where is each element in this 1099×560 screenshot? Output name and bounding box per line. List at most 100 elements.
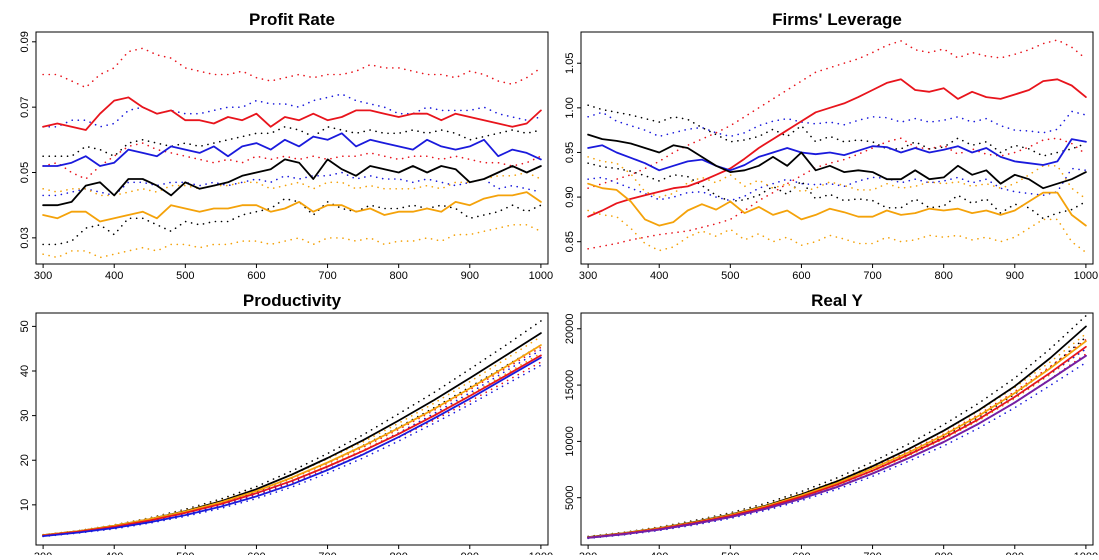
chart-panel-2: Firms' Leverage 300 400 500 600 700 800 900 1000… — [564, 10, 1098, 282]
series-line-red-dotted — [42, 142, 542, 180]
series-line-black-solid — [42, 332, 542, 537]
series-line-black-dotted — [42, 344, 542, 537]
y-tick-label: 10000 — [564, 426, 576, 457]
chart-panel-4: Real Y 300 400 500 600 700 800 900 1000 5000 10000… — [564, 291, 1098, 560]
plot-frame — [35, 31, 549, 265]
series-line-orange-dotted — [587, 209, 1087, 254]
series-line-orange-dotted — [587, 347, 1087, 539]
x-tick-label: 400 — [650, 270, 668, 282]
y-tick-label: 20 — [19, 454, 31, 466]
series-line-orange-solid — [42, 344, 542, 537]
series-group — [587, 39, 1087, 254]
x-tick-label: 700 — [863, 270, 881, 282]
y-tick-label: 0.07 — [19, 96, 31, 117]
series-line-red-dotted — [42, 47, 542, 89]
series-line-orange-dotted — [42, 335, 542, 536]
series-line-blue-solid — [587, 138, 1087, 172]
x-tick-label: 800 — [934, 551, 952, 555]
y-tick-label: 0.05 — [19, 162, 31, 183]
chart-title: Firms' Leverage — [772, 10, 902, 29]
x-tick-label: 600 — [792, 270, 810, 282]
series-line-black-dotted — [42, 320, 542, 536]
x-tick-label: 300 — [34, 270, 52, 282]
series-line-red-solid — [587, 345, 1087, 539]
series-line-red-solid — [587, 78, 1087, 218]
series-line-blue-dotted — [587, 110, 1087, 138]
x-tick-label: 500 — [176, 270, 194, 282]
series-group — [587, 315, 1087, 540]
x-tick-label: 900 — [1006, 551, 1024, 555]
series-line-red-dotted — [587, 39, 1087, 189]
series-line-red-dotted — [42, 361, 542, 537]
x-tick-label: 1000 — [1074, 270, 1098, 282]
series-line-black-solid — [587, 133, 1087, 190]
y-tick-label: 1.05 — [564, 53, 576, 74]
plot-frame — [580, 31, 1094, 265]
x-tick-label: 500 — [721, 551, 739, 555]
series-line-red-solid — [42, 354, 542, 537]
y-tick-label: 0.85 — [564, 231, 576, 252]
x-tick-label: 300 — [34, 551, 52, 555]
y-tick-label: 1.00 — [564, 97, 576, 118]
y-tick-label: 10 — [19, 499, 31, 511]
y-tick-label: 5000 — [564, 485, 576, 509]
series-line-blue-dotted — [42, 93, 542, 128]
series-line-orange-solid — [587, 182, 1087, 227]
y-tick-label: 0.03 — [19, 227, 31, 248]
x-tick-label: 300 — [579, 551, 597, 555]
series-line-black-dotted — [42, 126, 542, 157]
series-line-orange-dotted — [587, 156, 1087, 200]
x-tick-label: 600 — [792, 551, 810, 555]
x-tick-label: 700 — [318, 270, 336, 282]
series-line-black-solid — [587, 325, 1087, 538]
y-tick-label: 30 — [19, 409, 31, 421]
y-tick-label: 0.95 — [564, 142, 576, 163]
x-tick-label: 1000 — [529, 270, 553, 282]
x-tick-label: 900 — [1006, 270, 1024, 282]
x-tick-label: 500 — [176, 551, 194, 555]
chart-title: Profit Rate — [249, 10, 335, 29]
y-tick-label: 15000 — [564, 370, 576, 401]
x-tick-label: 800 — [389, 551, 407, 555]
x-tick-label: 600 — [247, 551, 265, 555]
series-line-blue-dotted — [587, 348, 1087, 538]
series-line-orange-solid — [587, 340, 1087, 539]
series-line-black-dotted — [587, 104, 1087, 157]
x-tick-label: 1000 — [529, 551, 553, 555]
x-tick-label: 800 — [934, 270, 952, 282]
series-line-black-dotted — [587, 336, 1087, 539]
chart-panel-3: Productivity 300 400 500 600 700 800 900 1000 10 2… — [19, 291, 553, 560]
series-line-red-solid — [42, 96, 542, 131]
chart-title: Productivity — [243, 291, 342, 310]
series-line-orange-dotted — [587, 333, 1087, 538]
series-line-red-dotted — [42, 346, 542, 536]
series-line-blue-dotted — [42, 349, 542, 537]
series-line-black-dotted — [42, 197, 542, 246]
series-line-blue-solid — [587, 354, 1087, 539]
plot-frame — [580, 312, 1094, 546]
y-tick-label: 0.09 — [19, 31, 31, 52]
x-tick-label: 700 — [318, 551, 336, 555]
series-line-black-dotted — [587, 162, 1087, 220]
x-tick-label: 600 — [247, 270, 265, 282]
x-tick-label: 300 — [579, 270, 597, 282]
x-tick-label: 900 — [461, 551, 479, 555]
series-line-blue-solid — [42, 132, 542, 167]
series-line-orange-solid — [42, 191, 542, 223]
x-tick-label: 900 — [461, 270, 479, 282]
chart-title: Real Y — [811, 291, 863, 310]
x-tick-label: 700 — [863, 551, 881, 555]
y-tick-label: 20000 — [564, 313, 576, 344]
series-line-black-solid — [42, 158, 542, 207]
plot-frame — [35, 312, 549, 546]
y-tick-label: 0.90 — [564, 186, 576, 207]
series-group — [42, 320, 542, 538]
x-tick-label: 400 — [650, 551, 668, 555]
series-line-red-dotted — [587, 338, 1087, 538]
x-tick-label: 800 — [389, 270, 407, 282]
x-tick-label: 1000 — [1074, 551, 1098, 555]
series-group — [42, 47, 542, 259]
series-line-blue-solid — [42, 356, 542, 537]
